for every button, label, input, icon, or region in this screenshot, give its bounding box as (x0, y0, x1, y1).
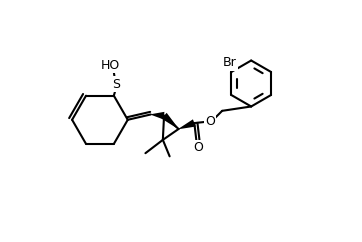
Text: O: O (193, 141, 203, 154)
Text: O: O (205, 115, 215, 128)
Polygon shape (161, 113, 179, 129)
Text: HO: HO (101, 59, 120, 72)
Polygon shape (178, 119, 196, 129)
Polygon shape (151, 112, 164, 120)
Text: Br: Br (223, 56, 237, 69)
Text: S: S (112, 78, 120, 91)
